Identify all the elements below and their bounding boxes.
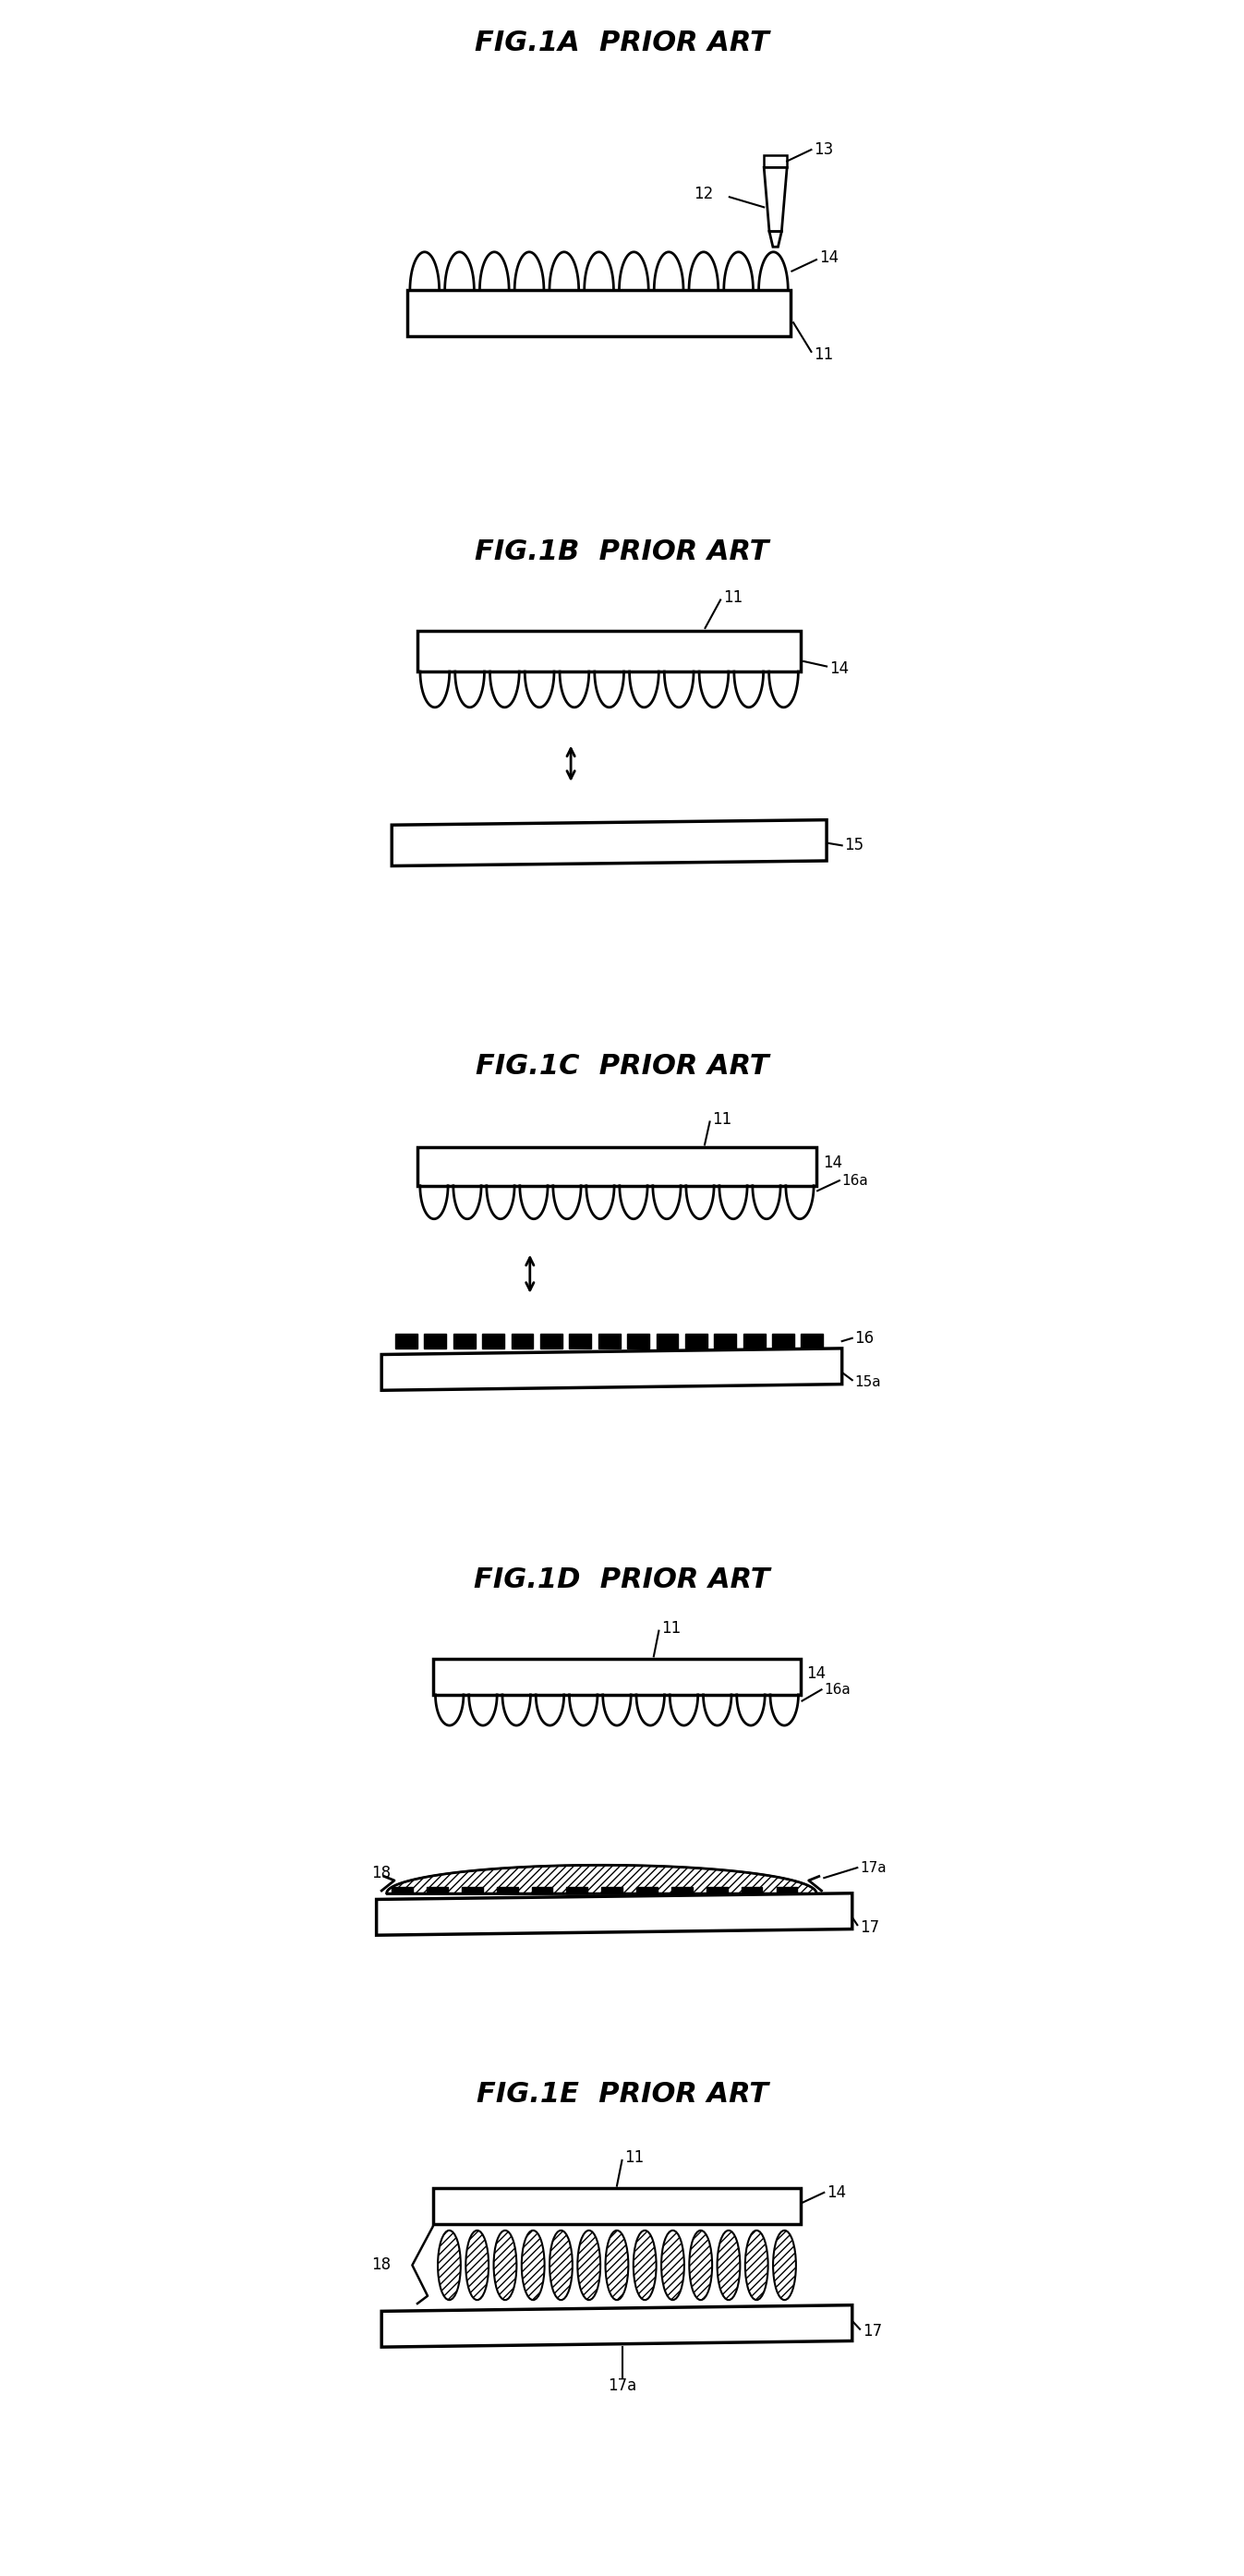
Ellipse shape bbox=[577, 2231, 601, 2300]
Ellipse shape bbox=[662, 2231, 684, 2300]
Ellipse shape bbox=[689, 2231, 712, 2300]
Text: FIG.1C  PRIOR ART: FIG.1C PRIOR ART bbox=[475, 1054, 769, 1079]
Bar bbox=[433, 2190, 801, 2223]
Text: 16a: 16a bbox=[842, 1175, 868, 1188]
Text: 11: 11 bbox=[624, 2148, 644, 2166]
Bar bbox=[427, 1888, 448, 1893]
Ellipse shape bbox=[438, 2231, 460, 2300]
Bar bbox=[741, 1888, 763, 1893]
Polygon shape bbox=[382, 2306, 852, 2347]
Text: 16a: 16a bbox=[824, 1682, 851, 1698]
Text: 15: 15 bbox=[845, 837, 865, 853]
Text: 11: 11 bbox=[713, 1110, 731, 1128]
Bar bbox=[801, 1334, 824, 1347]
Text: FIG.1E  PRIOR ART: FIG.1E PRIOR ART bbox=[476, 2081, 768, 2107]
Bar bbox=[598, 1334, 621, 1347]
Ellipse shape bbox=[465, 2231, 489, 2300]
Text: 18: 18 bbox=[372, 2257, 391, 2275]
Text: FIG.1A  PRIOR ART: FIG.1A PRIOR ART bbox=[475, 28, 769, 57]
Bar bbox=[566, 1888, 587, 1893]
Text: 18: 18 bbox=[372, 1865, 391, 1880]
Text: 11: 11 bbox=[723, 590, 743, 605]
Text: 16: 16 bbox=[855, 1329, 875, 1347]
Bar bbox=[511, 1334, 534, 1347]
Bar bbox=[424, 1334, 447, 1347]
Bar bbox=[627, 1334, 649, 1347]
Text: 11: 11 bbox=[662, 1620, 680, 1636]
Bar bbox=[392, 1888, 413, 1893]
Ellipse shape bbox=[745, 2231, 768, 2300]
Bar bbox=[773, 1334, 794, 1347]
Text: FIG.1D  PRIOR ART: FIG.1D PRIOR ART bbox=[474, 1566, 770, 1595]
Bar bbox=[396, 1334, 417, 1347]
Text: 14: 14 bbox=[822, 1154, 842, 1172]
Bar bbox=[531, 1888, 552, 1893]
Text: 17a: 17a bbox=[607, 2378, 637, 2393]
Polygon shape bbox=[769, 232, 781, 247]
Ellipse shape bbox=[773, 2231, 796, 2300]
Text: 14: 14 bbox=[830, 659, 848, 677]
Bar bbox=[418, 1146, 816, 1185]
Polygon shape bbox=[377, 1893, 852, 1935]
Text: 14: 14 bbox=[806, 1664, 826, 1682]
Text: 13: 13 bbox=[814, 142, 833, 157]
Bar bbox=[540, 1334, 562, 1347]
Text: 11: 11 bbox=[814, 345, 833, 363]
Ellipse shape bbox=[494, 2231, 516, 2300]
Bar bbox=[602, 1888, 622, 1893]
Text: 17: 17 bbox=[860, 1919, 880, 1935]
Bar bbox=[483, 1334, 504, 1347]
Text: 14: 14 bbox=[826, 2184, 846, 2200]
Text: 15a: 15a bbox=[855, 1376, 881, 1388]
Bar bbox=[764, 155, 787, 167]
Text: 17: 17 bbox=[862, 2324, 882, 2339]
Text: 14: 14 bbox=[819, 250, 838, 265]
Bar bbox=[776, 1888, 797, 1893]
Polygon shape bbox=[764, 167, 787, 232]
Polygon shape bbox=[387, 1865, 816, 1893]
Bar bbox=[570, 1334, 591, 1347]
Bar bbox=[672, 1888, 693, 1893]
Polygon shape bbox=[392, 819, 826, 866]
Bar bbox=[462, 1888, 483, 1893]
Bar bbox=[743, 1334, 765, 1347]
Bar bbox=[433, 1659, 801, 1695]
Bar bbox=[453, 1334, 475, 1347]
Bar bbox=[714, 1334, 736, 1347]
Polygon shape bbox=[382, 1347, 842, 1391]
Ellipse shape bbox=[521, 2231, 545, 2300]
Bar bbox=[407, 291, 791, 337]
Ellipse shape bbox=[633, 2231, 657, 2300]
Bar bbox=[637, 1888, 658, 1893]
Bar bbox=[418, 631, 801, 672]
Ellipse shape bbox=[550, 2231, 572, 2300]
Text: 17a: 17a bbox=[860, 1860, 886, 1875]
Bar bbox=[685, 1334, 707, 1347]
Text: FIG.1B  PRIOR ART: FIG.1B PRIOR ART bbox=[475, 538, 769, 564]
Bar bbox=[496, 1888, 518, 1893]
Text: 12: 12 bbox=[694, 185, 713, 204]
Bar bbox=[707, 1888, 728, 1893]
Bar bbox=[656, 1334, 678, 1347]
Ellipse shape bbox=[606, 2231, 628, 2300]
Ellipse shape bbox=[718, 2231, 740, 2300]
